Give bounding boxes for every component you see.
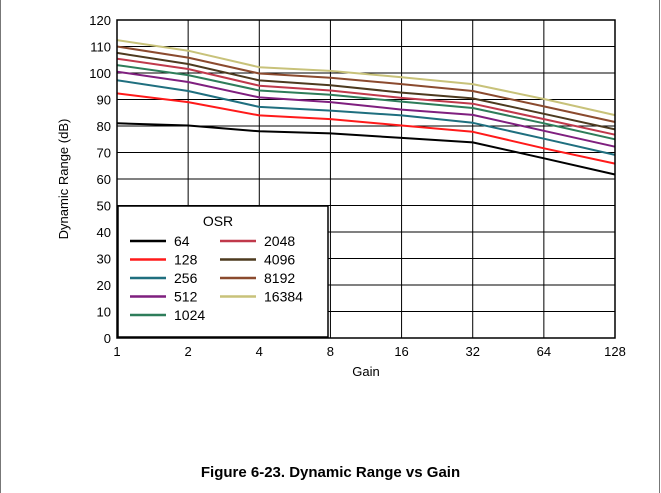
x-tick-label: 16 — [394, 344, 408, 359]
legend-label-osr-512: 512 — [174, 289, 198, 305]
series-line-osr-4096 — [116, 51, 616, 131]
series-line-osr-1024 — [116, 64, 616, 141]
y-tick-labels: 0 10 20 30 40 50 60 70 80 90 100 110 120 — [89, 13, 111, 346]
y-axis-label: Dynamic Range (dB) — [56, 119, 71, 240]
x-tick-label: 1 — [113, 344, 120, 359]
y-tick-label: 70 — [97, 146, 111, 161]
y-tick-label: 30 — [97, 252, 111, 267]
series-line-osr-64 — [116, 122, 616, 176]
y-tick-label: 20 — [97, 278, 111, 293]
x-tick-label: 2 — [185, 344, 192, 359]
series-line-osr-16384 — [116, 39, 616, 117]
y-tick-label: 60 — [97, 172, 111, 187]
series-lines — [116, 39, 616, 176]
x-tick-label: 4 — [256, 344, 263, 359]
x-tick-labels: 1 2 4 8 16 32 64 128 — [113, 344, 625, 359]
legend-label-osr-1024: 1024 — [174, 307, 205, 323]
x-tick-label: 8 — [327, 344, 334, 359]
figure-caption: Figure 6-23. Dynamic Range vs Gain — [200, 464, 461, 481]
legend-label-osr-256: 256 — [174, 270, 198, 286]
legend-title: OSR — [203, 213, 233, 229]
x-axis-label: Gain — [352, 364, 379, 379]
series-line-osr-2048 — [116, 57, 616, 136]
series-line-osr-512 — [116, 70, 616, 148]
legend-label-osr-8192: 8192 — [264, 270, 295, 286]
y-tick-label: 100 — [89, 66, 111, 81]
y-tick-label: 80 — [97, 119, 111, 134]
y-tick-label: 50 — [97, 199, 111, 214]
legend-label-osr-4096: 4096 — [264, 252, 295, 268]
y-tick-label: 10 — [97, 305, 111, 320]
x-tick-label: 64 — [537, 344, 551, 359]
y-tick-label: 90 — [97, 93, 111, 108]
legend: OSR 64 128 256 512 1024 2048 4096 8192 16384 — [117, 205, 329, 338]
y-tick-label: 40 — [97, 225, 111, 240]
x-tick-label: 32 — [465, 344, 479, 359]
series-line-osr-128 — [116, 92, 616, 165]
series-line-osr-256 — [116, 79, 616, 156]
y-tick-label: 120 — [89, 13, 111, 28]
legend-label-osr-128: 128 — [174, 252, 198, 268]
plot-border — [116, 19, 616, 339]
x-tick-label: 128 — [604, 344, 626, 359]
y-tick-label: 110 — [90, 40, 111, 55]
y-tick-label: 0 — [104, 331, 111, 346]
series-line-osr-8192 — [116, 45, 616, 123]
legend-label-osr-2048: 2048 — [264, 233, 295, 249]
legend-label-osr-64: 64 — [174, 233, 190, 249]
legend-label-osr-16384: 16384 — [264, 289, 303, 305]
